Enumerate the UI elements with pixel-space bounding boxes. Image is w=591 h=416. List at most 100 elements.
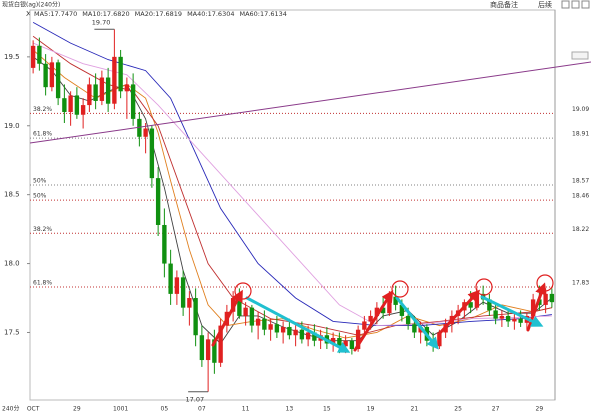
- candle-body: [287, 326, 292, 336]
- candle-body: [512, 318, 517, 322]
- candle-body: [193, 298, 198, 336]
- candle-body: [130, 84, 136, 119]
- window-button[interactable]: [571, 0, 580, 9]
- candle-body: [487, 299, 492, 311]
- x-tick-label: 27: [492, 406, 500, 413]
- window-button[interactable]: [561, 0, 570, 9]
- candle-body: [380, 307, 386, 314]
- ma-line: [32, 42, 552, 327]
- candle-body: [280, 326, 286, 333]
- candle-body: [399, 304, 405, 316]
- candle-body: [387, 296, 392, 314]
- candle-body: [112, 56, 117, 104]
- candle-body: [68, 95, 73, 112]
- candle-body: [405, 315, 411, 325]
- candle-body: [212, 339, 217, 363]
- candle-body: [149, 128, 155, 179]
- down-arrow: [480, 295, 544, 327]
- candle-body: [530, 299, 536, 316]
- legend-entry: MA60:17.6134: [239, 10, 286, 18]
- y-tick-label: 19.0: [4, 122, 20, 130]
- up-arrow: [211, 289, 243, 347]
- trend-line: [29, 61, 591, 144]
- x-tick-label: 11: [242, 406, 250, 413]
- x-tick-label: 13: [286, 406, 294, 413]
- fib-price: 19.09: [572, 106, 589, 113]
- candle-body: [55, 62, 61, 99]
- candle-body: [199, 335, 205, 361]
- peak-circle: [536, 274, 554, 292]
- more-button[interactable]: 后续: [538, 0, 552, 9]
- notes-button[interactable]: 商品备注: [490, 0, 518, 9]
- candle-body: [180, 277, 186, 308]
- candle-body: [243, 307, 248, 316]
- candle-body: [80, 105, 86, 115]
- candle-body: [93, 84, 98, 101]
- legend-entry: MA40:17.6304: [187, 10, 234, 18]
- candle-body: [543, 293, 548, 305]
- annotation-arrows: [211, 274, 554, 353]
- plot-area: 17.5 18.0 18.5 19.0 19.5 38.2% 19.09 61.8% 18.91…: [4, 18, 589, 403]
- fib-ratio: 50%: [33, 193, 47, 200]
- candle-body: [187, 298, 192, 308]
- period-label: 240分: [2, 405, 19, 413]
- candle-body: [143, 128, 148, 137]
- candle-body: [49, 62, 55, 88]
- candle-body: [518, 318, 523, 323]
- candle-body: [262, 318, 267, 330]
- candle-body: [437, 332, 442, 347]
- fib-price: 18.22: [572, 226, 589, 233]
- y-tick-label: 19.5: [4, 53, 20, 61]
- candle-body: [124, 84, 130, 92]
- candle-body: [274, 324, 280, 333]
- extreme-label: 17.07: [186, 396, 205, 404]
- peak-circle: [391, 280, 409, 298]
- candle-body: [218, 325, 223, 363]
- candle-body: [237, 298, 242, 316]
- legend-entry: MA10:17.6820: [82, 10, 129, 18]
- candle-body: [118, 56, 123, 92]
- fib-price: 18.91: [572, 131, 589, 138]
- candle-body: [87, 84, 92, 106]
- x-tick-label: 29: [536, 406, 544, 413]
- x-tick-label: 29: [73, 406, 81, 413]
- fib-ratio: 61.8%: [33, 131, 52, 138]
- candle-body: [349, 340, 355, 350]
- candle-body: [412, 324, 417, 333]
- down-arrow: [395, 296, 439, 350]
- close-icon[interactable]: X: [26, 10, 31, 18]
- candle-body: [249, 307, 255, 326]
- window-button[interactable]: [581, 0, 590, 9]
- y-tick-label: 17.5: [4, 328, 20, 336]
- peak-circle: [234, 282, 252, 300]
- up-arrow: [438, 289, 481, 335]
- candle-body: [293, 329, 298, 336]
- candle-body: [37, 45, 42, 64]
- x-tick-label: 25: [454, 406, 462, 413]
- candle-body: [162, 224, 167, 264]
- x-tick-label: 07: [198, 406, 206, 413]
- candle-body: [499, 315, 505, 319]
- legend-entry: MA20:17.6819: [135, 10, 182, 18]
- candle-body: [99, 77, 105, 101]
- candle-body: [105, 77, 111, 104]
- fib-ratio: 61.8%: [33, 279, 52, 286]
- peak-circle: [475, 278, 493, 296]
- candle-body: [493, 310, 498, 319]
- fib-price: 18.46: [572, 193, 589, 200]
- x-tick-label: 19: [367, 406, 375, 413]
- x-tick-label: OCT: [27, 406, 40, 413]
- fib-price: 18.57: [572, 178, 589, 185]
- fib-ratio: 38.2%: [33, 106, 52, 113]
- candle-body: [418, 326, 423, 333]
- legend-entry: MA5:17.7470: [34, 10, 77, 18]
- trend-handle[interactable]: [571, 51, 589, 60]
- candle-body: [43, 63, 48, 88]
- candle-body: [355, 329, 361, 350]
- legend: MA5:17.7470 MA10:17.6820 MA20:17.6819 MA40:…: [34, 10, 287, 18]
- fib-ratio: 38.2%: [33, 226, 52, 233]
- y-tick-label: 18.5: [4, 191, 20, 199]
